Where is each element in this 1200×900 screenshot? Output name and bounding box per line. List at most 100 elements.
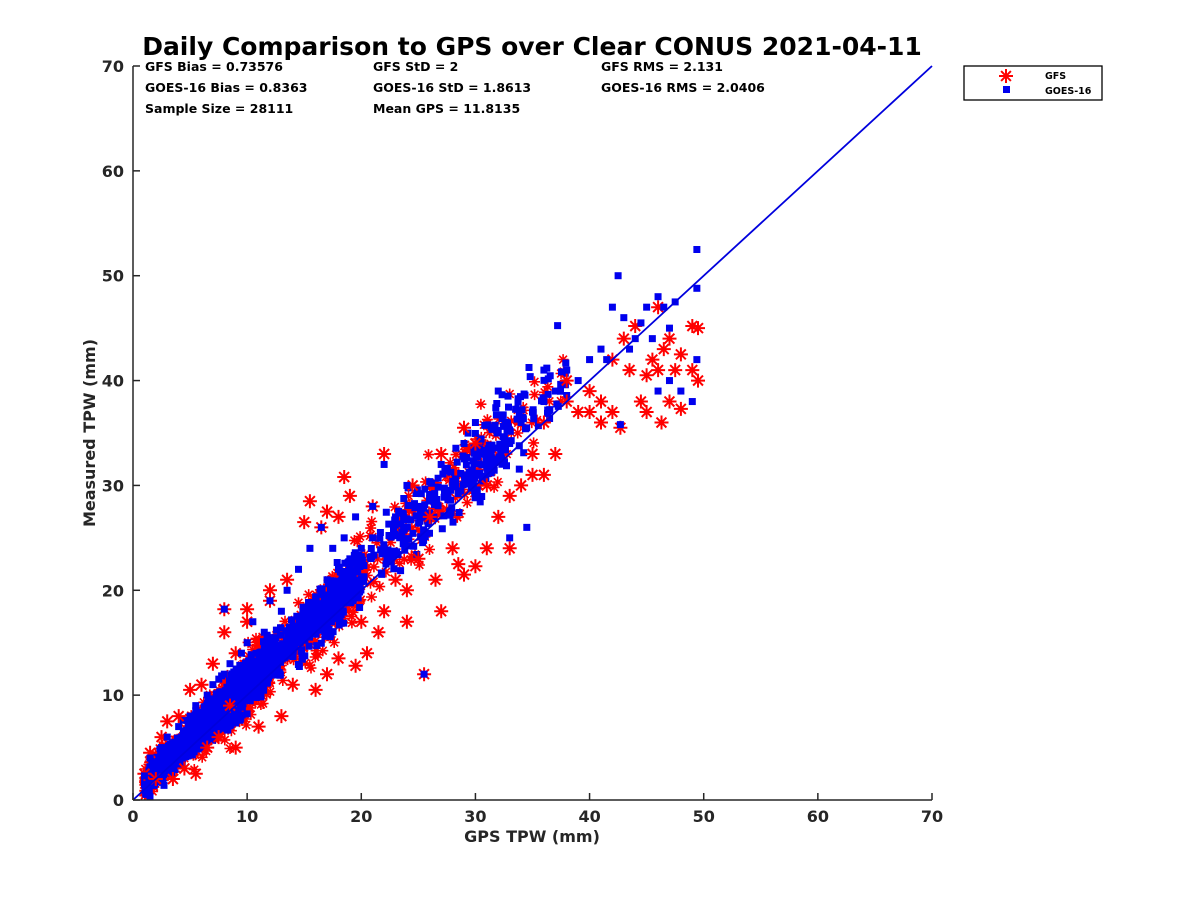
goes16-points [140,246,701,780]
gfs-point [445,541,460,556]
gfs-point [399,614,414,629]
gfs-point [160,714,175,729]
goes16-point [334,565,342,573]
gfs-point [662,394,677,409]
gfs-point [354,614,369,629]
y-axis-ticks: 0 10 20 30 40 50 60 70 [102,57,140,810]
goes16-point [283,586,291,594]
y-tick-label: 60 [102,162,124,181]
x-tick-label: 30 [464,807,486,826]
goes16-point [494,429,502,437]
legend-gfs-label: GFS [1045,71,1066,82]
legend-goes16-square-icon [1003,86,1010,93]
legend-gfs-asterisk-icon [999,69,1013,83]
gfs-point [502,488,517,503]
gfs-point [194,677,209,692]
gfs-point [594,415,608,430]
goes16-point [540,366,548,374]
stat-gfs-std: GFS StD = 2 [373,59,458,74]
goes16-point [220,605,228,613]
gfs-point [525,467,540,482]
gfs-point [183,682,198,697]
gfs-point [468,436,483,451]
gfs-point [217,625,232,640]
gfs-point [582,405,597,419]
goes16-point [540,398,548,406]
goes16-point [158,744,166,752]
goes16-point [369,502,377,510]
goes16-point [517,419,525,427]
gfs-point [422,509,437,524]
goes16-point [586,356,594,364]
y-tick-label: 50 [102,267,124,286]
goes16-point [277,607,285,615]
goes16-point [369,534,377,542]
goes16-point [608,303,616,311]
goes16-point [175,723,183,731]
gfs-point [171,709,186,724]
goes16-point [295,565,303,573]
gfs-point [228,740,243,755]
gfs-point [668,363,683,378]
stat-goes16-bias: GOES-16 Bias = 0.8363 [145,80,307,95]
goes16-point [693,246,701,253]
gfs-point [451,557,466,572]
gfs-point [548,447,563,461]
y-tick-label: 30 [102,476,124,495]
goes16-point [563,366,571,374]
gfs-point [205,656,220,671]
goes16-point [380,460,388,468]
legend-goes16-label: GOES-16 [1045,86,1092,97]
gfs-point [240,602,255,617]
goes16-point [203,691,211,699]
gfs-point [673,347,688,362]
gfs-point [331,509,346,524]
gfs-point [654,415,669,430]
goes16-point [660,303,668,311]
goes16-point [180,744,188,752]
goes16-point [220,670,228,678]
gfs-point [628,319,643,333]
goes16-point [677,387,685,395]
gfs-point [405,478,420,493]
x-tick-label: 70 [921,807,943,826]
goes16-point [215,702,223,710]
gfs-point [177,761,192,776]
gfs-point [514,478,529,493]
gfs-point [662,331,677,346]
gfs-point [525,447,540,461]
goes16-point [471,471,479,479]
gfs-point [571,405,586,419]
gfs-point [605,405,620,419]
x-axis-label: GPS TPW (mm) [464,827,600,846]
gfs-point [143,745,158,760]
goes16-point [643,303,651,311]
goes16-point [255,660,263,668]
gfs-point [240,614,255,629]
y-tick-label: 70 [102,57,124,76]
gfs-point [251,719,266,734]
goes16-point [243,639,251,647]
goes16-point [620,314,628,322]
goes16-point [403,481,411,489]
gfs-point [639,405,654,419]
goes16-point [597,345,605,353]
goes16-point [637,319,645,327]
gfs-point [434,447,449,461]
gfs-point [154,730,169,745]
x-tick-label: 20 [350,807,372,826]
gfs-point [457,420,471,435]
goes16-point [306,544,314,552]
gfs-point [165,772,180,786]
gfs-point [491,509,506,524]
gfs-point [297,515,312,530]
gfs-point [457,567,471,582]
gfs-point [645,352,660,367]
goes16-point [414,502,422,510]
y-tick-label: 40 [102,372,124,391]
goes16-point [192,702,200,710]
goes16-point [232,681,240,689]
goes16-point [329,544,337,552]
goes16-point [665,324,673,332]
goes16-point [688,398,696,406]
